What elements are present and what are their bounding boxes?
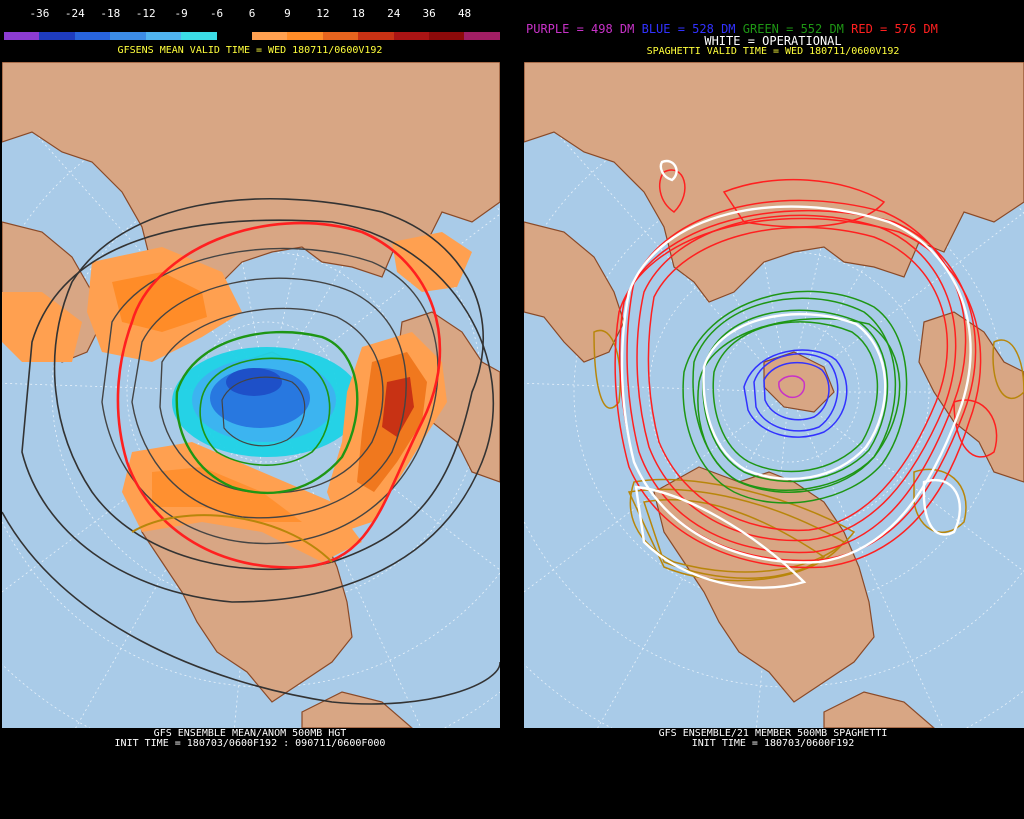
colorbar-swatch: [39, 32, 75, 40]
land-masses: [524, 62, 1024, 728]
ensemble-mean-panel: -36 -24 -18 -12 -9 -6 6 9 12 18 24 36 48 GFSENS MEAN…: [0, 0, 500, 819]
mean-footer-line1: GFS ENSEMBLE MEAN/ANOM 500MB HGT: [153, 728, 347, 739]
colorbar-tick-label: -18: [100, 7, 121, 20]
spaghetti-map: [524, 62, 1024, 728]
spaghetti-panel: PURPLE = 498 DM BLUE = 528 DM GREEN = 55…: [522, 0, 1024, 819]
colorbar-swatch: [4, 32, 40, 40]
colorbar-tick-label: 48: [457, 7, 472, 20]
spaghetti-footer-line2: INIT TIME = 180703/0600F192: [691, 738, 855, 749]
colorbar-tick-label: 12: [316, 7, 330, 20]
colorbar-swatch: [322, 32, 359, 40]
legend-red: RED = 576 DM: [851, 22, 938, 36]
colorbar-tick-label: 6: [248, 7, 256, 20]
colorbar-swatch: [181, 32, 217, 40]
colorbar-tick-label: -9: [174, 7, 188, 20]
colorbar-swatch: [145, 32, 182, 40]
colorbar-tick-label: 36: [422, 7, 436, 20]
colorbar-tick-label: -36: [29, 7, 50, 20]
colorbar-tick-label: -24: [64, 7, 85, 20]
spaghetti-purple-contours: [778, 375, 806, 399]
colorbar-swatch: [216, 32, 252, 40]
colorbar-swatch: [393, 32, 430, 40]
spaghetti-footer-line1: GFS ENSEMBLE/21 MEMBER 500MB SPAGHETTI: [658, 728, 888, 739]
spaghetti-contours: [593, 159, 1024, 589]
legend-blue: BLUE = 528 DM: [641, 22, 736, 36]
height-contours: [2, 198, 500, 705]
colorbar-tick-label: -12: [135, 7, 156, 20]
legend-green: GREEN = 552 DM: [742, 22, 844, 36]
mean-map-title: GFSENS MEAN VALID TIME = WED 180711/0600…: [117, 45, 383, 56]
colorbar-swatch: [358, 32, 394, 40]
panel-divider: [500, 0, 522, 819]
colorbar-tick-label: 18: [351, 7, 365, 20]
colorbar-swatch: [110, 32, 146, 40]
colorbar-swatch: [251, 32, 288, 40]
colorbar-swatch: [287, 32, 323, 40]
colorbar-swatch: [464, 32, 500, 40]
mean-footer-line2: INIT TIME = 180703/0600F192 : 090711/060…: [114, 738, 386, 749]
spaghetti-green-contours: [682, 290, 908, 504]
spaghetti-map-title: SPAGHETTI VALID TIME = WED 180711/0600V1…: [646, 46, 900, 57]
colorbar-tick-label: 24: [387, 7, 401, 20]
colorbar-swatch: [74, 32, 111, 40]
colorbar-tick-label: -6: [209, 7, 224, 20]
anomaly-color-bar: -36 -24 -18 -12 -9 -6 6 9 12 18 24 36 48: [4, 7, 500, 40]
legend-purple: PURPLE = 498 DM: [526, 22, 635, 36]
spaghetti-blue-contours: [743, 349, 848, 438]
colorbar-swatch: [429, 32, 465, 40]
operational-contours: [620, 159, 972, 589]
ensemble-mean-map: [2, 62, 500, 728]
legend-white: WHITE = OPERATIONAL: [704, 34, 842, 48]
colorbar-tick-label: 9: [284, 7, 291, 20]
